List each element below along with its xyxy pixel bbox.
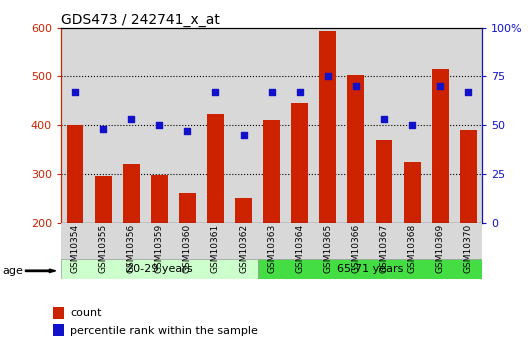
Bar: [173, 223, 201, 259]
Point: [155, 122, 163, 128]
Bar: [229, 223, 258, 259]
Bar: [229, 28, 258, 223]
Bar: [398, 223, 426, 259]
Bar: [123, 164, 139, 223]
Point: [240, 132, 248, 138]
Bar: [258, 28, 286, 223]
Point: [352, 83, 360, 89]
Point: [127, 117, 136, 122]
Point: [267, 89, 276, 95]
Bar: [286, 28, 314, 223]
Bar: [398, 28, 426, 223]
Bar: [376, 140, 392, 223]
Bar: [314, 28, 342, 223]
Text: 20-29 years: 20-29 years: [126, 264, 192, 274]
Text: GSM10365: GSM10365: [323, 224, 332, 273]
Bar: [151, 175, 167, 223]
Text: GSM10367: GSM10367: [379, 224, 388, 273]
Text: 65-71 years: 65-71 years: [337, 264, 403, 274]
Text: GSM10362: GSM10362: [239, 224, 248, 273]
Bar: [61, 259, 258, 279]
Text: percentile rank within the sample: percentile rank within the sample: [70, 326, 258, 335]
Bar: [426, 28, 454, 223]
Bar: [67, 125, 83, 223]
Bar: [89, 28, 117, 223]
Bar: [320, 31, 336, 223]
Text: GSM10354: GSM10354: [70, 224, 80, 273]
Bar: [292, 103, 308, 223]
Text: GSM10364: GSM10364: [295, 224, 304, 273]
Bar: [89, 223, 117, 259]
Bar: [370, 223, 398, 259]
Text: GSM10366: GSM10366: [351, 224, 360, 273]
Bar: [235, 198, 252, 223]
Bar: [61, 223, 89, 259]
Bar: [53, 324, 64, 336]
Bar: [258, 223, 286, 259]
Bar: [286, 223, 314, 259]
Bar: [314, 223, 342, 259]
Bar: [348, 75, 364, 223]
Bar: [117, 28, 145, 223]
Point: [408, 122, 417, 128]
Point: [296, 89, 304, 95]
Text: GSM10361: GSM10361: [211, 224, 220, 273]
Bar: [432, 69, 448, 223]
Bar: [179, 193, 196, 223]
Bar: [173, 28, 201, 223]
Bar: [342, 28, 370, 223]
Text: GSM10370: GSM10370: [464, 224, 473, 273]
Bar: [61, 28, 89, 223]
Text: GSM10359: GSM10359: [155, 224, 164, 273]
Bar: [53, 307, 64, 319]
Bar: [370, 28, 398, 223]
Bar: [426, 223, 454, 259]
Bar: [117, 223, 145, 259]
Bar: [263, 120, 280, 223]
Bar: [145, 28, 173, 223]
Text: GSM10363: GSM10363: [267, 224, 276, 273]
Point: [71, 89, 80, 95]
Point: [436, 83, 444, 89]
Text: GSM10369: GSM10369: [436, 224, 445, 273]
Text: GDS473 / 242741_x_at: GDS473 / 242741_x_at: [61, 12, 220, 27]
Bar: [207, 114, 224, 223]
Text: age: age: [3, 266, 23, 276]
Bar: [342, 223, 370, 259]
Bar: [95, 176, 111, 223]
Text: count: count: [70, 308, 101, 318]
Text: GSM10360: GSM10360: [183, 224, 192, 273]
Bar: [404, 161, 420, 223]
Point: [99, 126, 107, 132]
Bar: [201, 28, 229, 223]
Text: GSM10356: GSM10356: [127, 224, 136, 273]
Point: [323, 73, 332, 79]
Text: GSM10368: GSM10368: [408, 224, 417, 273]
Point: [464, 89, 473, 95]
Bar: [454, 223, 482, 259]
Point: [183, 128, 192, 134]
Text: GSM10355: GSM10355: [99, 224, 108, 273]
Bar: [460, 130, 476, 223]
Bar: [454, 28, 482, 223]
Bar: [258, 259, 482, 279]
Bar: [145, 223, 173, 259]
Point: [379, 117, 388, 122]
Point: [211, 89, 219, 95]
Bar: [201, 223, 229, 259]
